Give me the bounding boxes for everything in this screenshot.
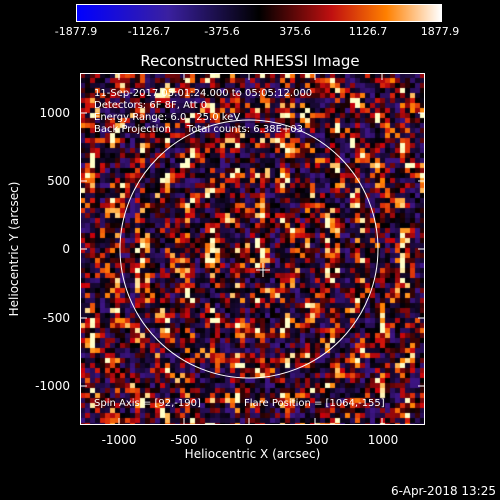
plot-title: Reconstructed RHESSI Image: [140, 52, 360, 70]
x-tick-label: -1000: [101, 433, 137, 447]
x-tick-label: 0: [245, 433, 253, 447]
plot-overlay: [119, 119, 379, 379]
colorbar-tick: 1877.9: [420, 25, 460, 38]
timestamp-footer: 6-Apr-2018 13:25: [391, 484, 496, 498]
y-tick-label: 500: [47, 174, 70, 188]
y-tick-label: 1000: [39, 106, 70, 120]
y-tick-label: -1000: [35, 379, 70, 393]
colorbar-tick: -375.6: [204, 25, 240, 38]
y-tick-label: 0: [62, 242, 70, 256]
y-tick-label: -500: [42, 311, 70, 325]
colorbar-tick: 375.6: [279, 25, 311, 38]
detectors-text: Detectors: 6F 8F, Att 0: [94, 100, 208, 111]
x-tick-label: -500: [170, 433, 198, 447]
colorbar-tick: -1877.9: [54, 25, 98, 38]
time-range-text: 11-Sep-2017 05:01:24.000 to 05:05:12.000: [94, 88, 313, 99]
flare-position-text: Flare Position = [1064,-155]: [244, 398, 385, 409]
colorbar: [76, 4, 442, 22]
y-axis-label: Heliocentric Y (arcsec): [7, 181, 21, 317]
method-counts-text: Back Projection Total counts: 6.38E+03: [94, 124, 303, 135]
rhessi-image: [80, 73, 425, 425]
colorbar-tick: -1126.7: [127, 25, 171, 38]
energy-range-text: Energy Range: 6.0 - 25.0 keV: [94, 112, 241, 123]
solar-limb-circle: [119, 119, 379, 379]
x-axis-label: Heliocentric X (arcsec): [184, 447, 321, 461]
axis-ticks: [80, 73, 425, 425]
spin-axis-text: Spin Axis = [92,-190]: [94, 398, 201, 409]
colorbar-tick: 1126.7: [348, 25, 388, 38]
x-tick-label: 1000: [367, 433, 399, 447]
x-tick-label: 500: [305, 433, 329, 447]
